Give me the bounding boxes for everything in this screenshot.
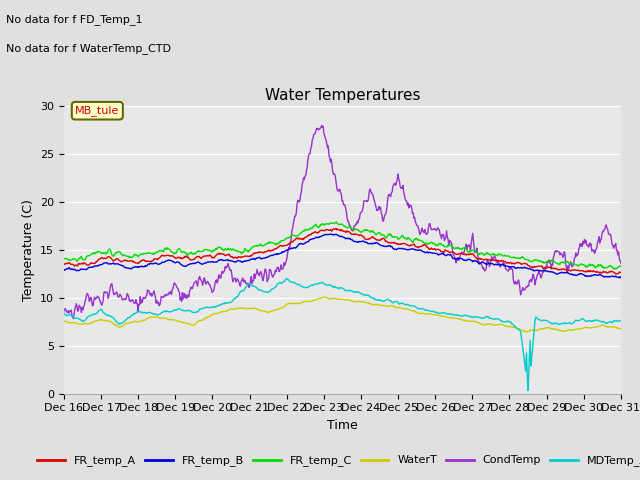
Text: No data for f WaterTemp_CTD: No data for f WaterTemp_CTD [6, 43, 172, 54]
Y-axis label: Temperature (C): Temperature (C) [22, 199, 35, 300]
X-axis label: Time: Time [327, 419, 358, 432]
Text: No data for f FD_Temp_1: No data for f FD_Temp_1 [6, 14, 143, 25]
Text: MB_tule: MB_tule [75, 105, 120, 116]
Title: Water Temperatures: Water Temperatures [265, 88, 420, 103]
Legend: FR_temp_A, FR_temp_B, FR_temp_C, WaterT, CondTemp, MDTemp_A: FR_temp_A, FR_temp_B, FR_temp_C, WaterT,… [33, 451, 640, 471]
